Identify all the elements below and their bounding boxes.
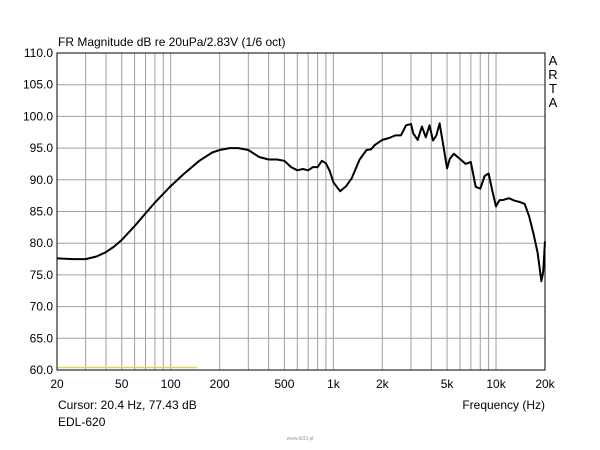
cursor-readout: Cursor: 20.4 Hz, 77.43 dB [58, 398, 197, 412]
arta-letter: R [548, 67, 557, 82]
y-tick-label: 85.0 [30, 205, 54, 219]
y-tick-label: 110.0 [24, 46, 53, 60]
x-tick-label: 10k [486, 377, 506, 391]
x-tick-label: 200 [210, 377, 230, 391]
y-tick-label: 65.0 [30, 331, 54, 345]
device-name: EDL-620 [58, 415, 106, 429]
arta-letter: T [549, 81, 557, 96]
y-tick-label: 90.0 [30, 173, 54, 187]
arta-letter: A [549, 95, 558, 110]
series-layer [56, 122, 546, 369]
plot-frame [56, 52, 546, 371]
x-tick-label: 20 [50, 377, 64, 391]
y-tick-label: 100.0 [23, 109, 53, 123]
x-axis-label: Frequency (Hz) [462, 398, 545, 412]
x-tick-labels: 20 50 100 200 500 1k 2k 5k 10k 20k [50, 377, 555, 391]
chart-title: FR Magnitude dB re 20uPa/2.83V (1/6 oct) [58, 35, 285, 49]
y-tick-label: 80.0 [30, 236, 54, 250]
x-tick-label: 2k [376, 377, 390, 391]
fr-curve [56, 122, 546, 283]
x-tick-label: 500 [274, 377, 294, 391]
x-tick-label: 20k [535, 377, 555, 391]
y-tick-label: 70.0 [30, 300, 54, 314]
grid [57, 53, 545, 370]
arta-letter: A [549, 53, 558, 68]
y-tick-label: 95.0 [30, 141, 54, 155]
y-tick-label: 105.0 [23, 78, 53, 92]
y-tick-label: 75.0 [30, 268, 54, 282]
watermark: www.bl33.pl [287, 436, 314, 442]
y-tick-label: 60.0 [30, 363, 54, 377]
x-tick-label: 100 [161, 377, 181, 391]
y-tick-labels: 110.0 105.0 100.0 95.0 90.0 85.0 80.0 75.0 70.0 6… [23, 46, 53, 377]
x-tick-label: 1k [327, 377, 341, 391]
x-tick-label: 50 [115, 377, 129, 391]
x-tick-label: 5k [441, 377, 455, 391]
